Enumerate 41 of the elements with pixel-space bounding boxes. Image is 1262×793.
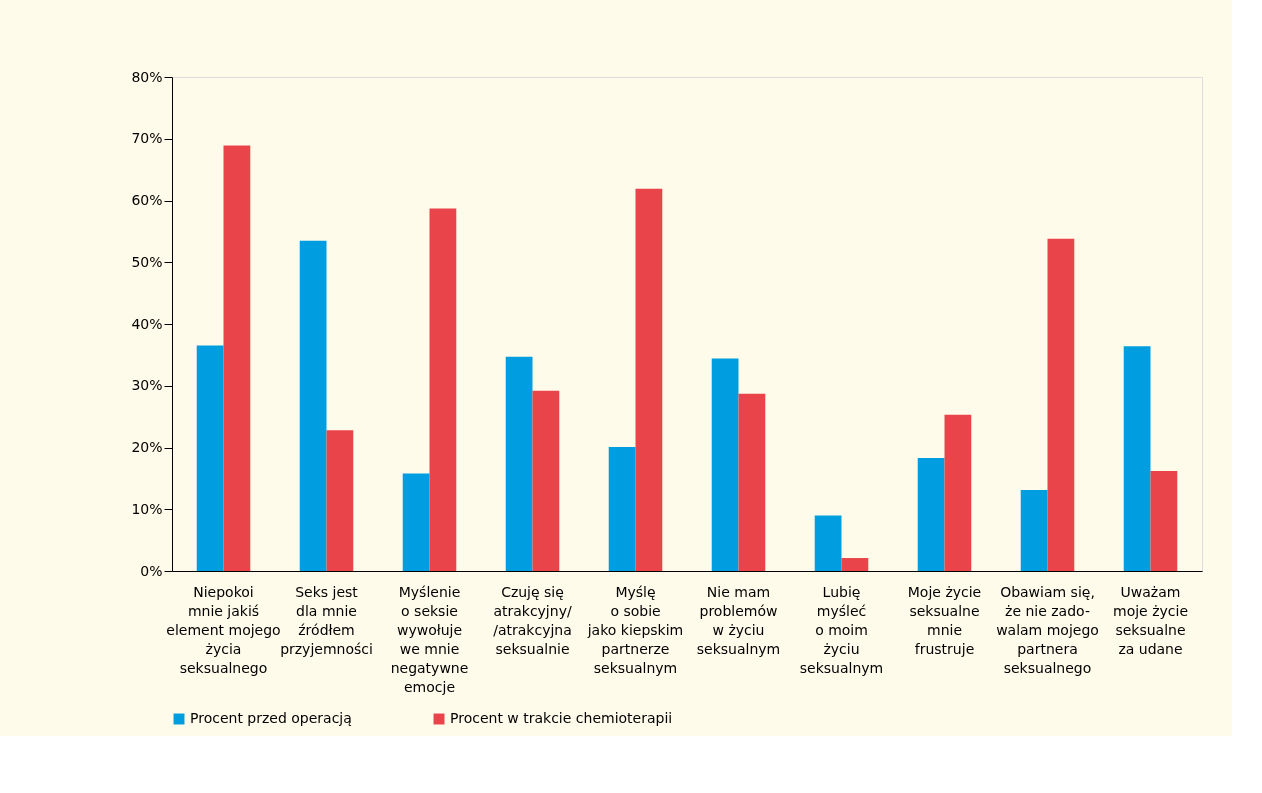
x-tick-label: Czuję się atrakcyjny/ /atrakcyjna seksualnie [493,583,572,657]
x-tick-label: Obawiam się, że nie zado- walam mojego partnera seksualnego [996,583,1099,676]
y-tick-label: 10% [131,500,163,517]
y-tick-label: 80% [131,68,163,85]
x-tick-label: Nie mam problemów w życiu seksualnym [696,583,781,657]
bar [299,240,327,571]
bar [505,356,533,571]
y-tick-label: 30% [131,377,163,394]
bar [429,208,457,571]
bar [1150,470,1178,571]
bar [635,188,663,571]
x-tick-label: Seks jest dla mnie źródłem przyjemności [280,583,373,657]
bar [223,145,251,571]
legend-label: Procent w trakcie chemioterapii [450,710,673,726]
bar [1047,238,1075,571]
x-tick-label: Myślenie o seksie wywołuje we mnie negatywne emocje [390,583,469,695]
y-tick-label: 70% [131,130,163,147]
bar [1123,346,1151,571]
bar [402,473,430,571]
legend-label: Procent przed operacją [190,710,352,726]
bar [326,430,354,571]
x-tick-label: Myślę o sobie jako kiepskim partnerze seksualnym [586,583,684,676]
bar [1020,490,1048,571]
bar [944,414,972,571]
y-tick-label: 40% [131,315,163,332]
x-tick-label: Lubię myśleć o moim życiu seksualnym [799,583,884,676]
y-tick-label: 0% [140,562,163,579]
bar [608,446,636,571]
x-tick-label: Moje życie seksualne mnie frustruje [907,583,982,657]
bar [917,458,945,571]
bar [841,558,869,571]
y-tick-label: 60% [131,192,163,208]
bar [532,390,560,571]
x-tick-label: Uważam moje życie seksualne za udane [1113,583,1188,657]
y-tick-label: 20% [131,439,163,455]
bar [196,345,224,571]
bar [711,358,739,571]
bar [814,515,842,571]
x-tick-label: Niepokoi mnie jakiś element mojego życia seksualnego [166,583,281,676]
bar [738,393,766,571]
y-tick-label: 50% [131,253,163,270]
